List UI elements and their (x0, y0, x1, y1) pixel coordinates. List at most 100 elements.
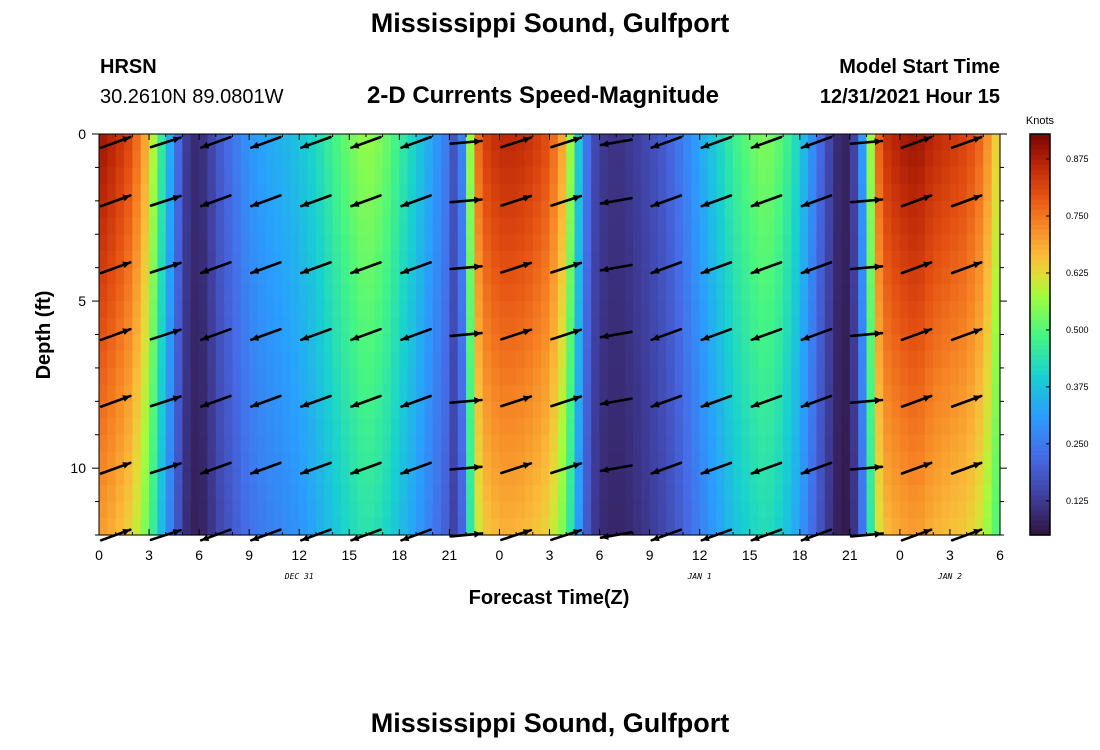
heatmap-cell (349, 317, 359, 336)
heatmap-cell (257, 234, 267, 252)
heatmap-cell (190, 367, 200, 386)
heatmap-cell (733, 501, 742, 519)
heatmap-cell (816, 401, 826, 419)
heatmap-cell (307, 384, 317, 402)
heatmap-cell (816, 250, 826, 269)
heatmap-cell (416, 250, 425, 269)
heatmap-cell (390, 317, 400, 336)
heatmap-cell (457, 401, 467, 419)
heatmap-cell (507, 518, 517, 536)
heatmap-cell (974, 451, 984, 469)
heatmap-cell (282, 134, 292, 152)
heatmap-cell (482, 484, 492, 503)
heatmap-cell (165, 234, 175, 252)
heatmap-cell (541, 284, 551, 302)
heatmap-cell (424, 484, 434, 503)
heatmap-cell (407, 468, 417, 486)
heatmap-cell (516, 418, 526, 436)
heatmap-cell (407, 301, 417, 319)
heatmap-cell (532, 234, 542, 252)
current-vector (650, 194, 683, 208)
heatmap-cell (924, 284, 934, 302)
heatmap-cell (649, 200, 659, 219)
heatmap-cell (324, 484, 334, 503)
heatmap-cell (741, 267, 751, 285)
heatmap-cell (115, 317, 125, 336)
current-vector (350, 394, 382, 408)
heatmap-cell (557, 451, 567, 469)
heatmap-cell (457, 217, 467, 235)
colorbar-segment (1030, 319, 1050, 326)
heatmap-cell (624, 267, 634, 285)
heatmap-cell (374, 134, 384, 152)
heatmap-cell (257, 250, 267, 269)
heatmap-cell (749, 434, 759, 453)
heatmap-cell (441, 451, 450, 469)
heatmap-cell (274, 234, 284, 252)
current-vector-head (401, 141, 410, 149)
heatmap-cell (858, 167, 868, 185)
heatmap-cell (816, 451, 826, 469)
x-tick-label: 12 (692, 547, 708, 563)
heatmap-cell (474, 468, 484, 486)
heatmap-cell (774, 267, 784, 285)
heatmap-cell (207, 484, 217, 503)
heatmap-cell (399, 150, 409, 169)
heatmap-cell (315, 334, 325, 352)
heatmap-cell (199, 217, 209, 235)
heatmap-cell (182, 301, 192, 319)
heatmap-cell (724, 367, 734, 386)
heatmap-cell (532, 284, 542, 302)
heatmap-cell (441, 518, 450, 536)
current-vector (900, 327, 933, 342)
heatmap-cell (774, 401, 784, 419)
heatmap-cell (908, 184, 918, 202)
heatmap-cell (741, 317, 751, 336)
current-vector-head (923, 261, 932, 269)
heatmap-cell (566, 401, 576, 419)
heatmap-cell (949, 200, 959, 219)
heatmap-cell (949, 234, 959, 252)
heatmap-cell (340, 234, 350, 252)
heatmap-cell (716, 468, 726, 486)
heatmap-cell (257, 217, 267, 235)
heatmap-cell (791, 501, 801, 519)
heatmap-cell (716, 518, 726, 536)
heatmap-cell (841, 418, 851, 436)
heatmap-cell (599, 484, 609, 503)
heatmap-cell (933, 351, 943, 369)
colorbar-segment (1030, 519, 1050, 526)
heatmap-cell (516, 217, 526, 235)
heatmap-cell (574, 401, 584, 419)
heatmap-cell (849, 184, 859, 202)
colorbar-segment (1030, 479, 1050, 486)
heatmap-cell (632, 267, 642, 285)
current-vector (550, 395, 583, 408)
heatmap-cell (274, 501, 284, 519)
heatmap-cell (724, 418, 734, 436)
heatmap-cell (791, 484, 801, 503)
heatmap-cell (132, 384, 142, 402)
heatmap-cell (365, 468, 375, 486)
heatmap-cell (290, 134, 300, 152)
heatmap-cell (257, 434, 267, 453)
heatmap-cell (783, 134, 793, 152)
heatmap-cell (140, 518, 150, 536)
heatmap-cell (799, 284, 809, 302)
heatmap-cell (958, 184, 968, 202)
heatmap-cell (240, 150, 250, 169)
heatmap-cell (282, 401, 292, 419)
heatmap-cell (591, 301, 601, 319)
heatmap-cell (215, 167, 225, 185)
colorbar-segment (1030, 209, 1050, 215)
heatmap-cell (908, 518, 918, 536)
heatmap-cell (699, 518, 709, 536)
heatmap-cell (474, 351, 484, 369)
heatmap-cell (874, 150, 884, 169)
heatmap-cell (140, 434, 150, 453)
heatmap-cell (215, 284, 225, 302)
heatmap-cell (724, 351, 734, 369)
current-vector (449, 196, 483, 204)
heatmap-cell (874, 451, 884, 469)
heatmap-cell (349, 200, 359, 219)
